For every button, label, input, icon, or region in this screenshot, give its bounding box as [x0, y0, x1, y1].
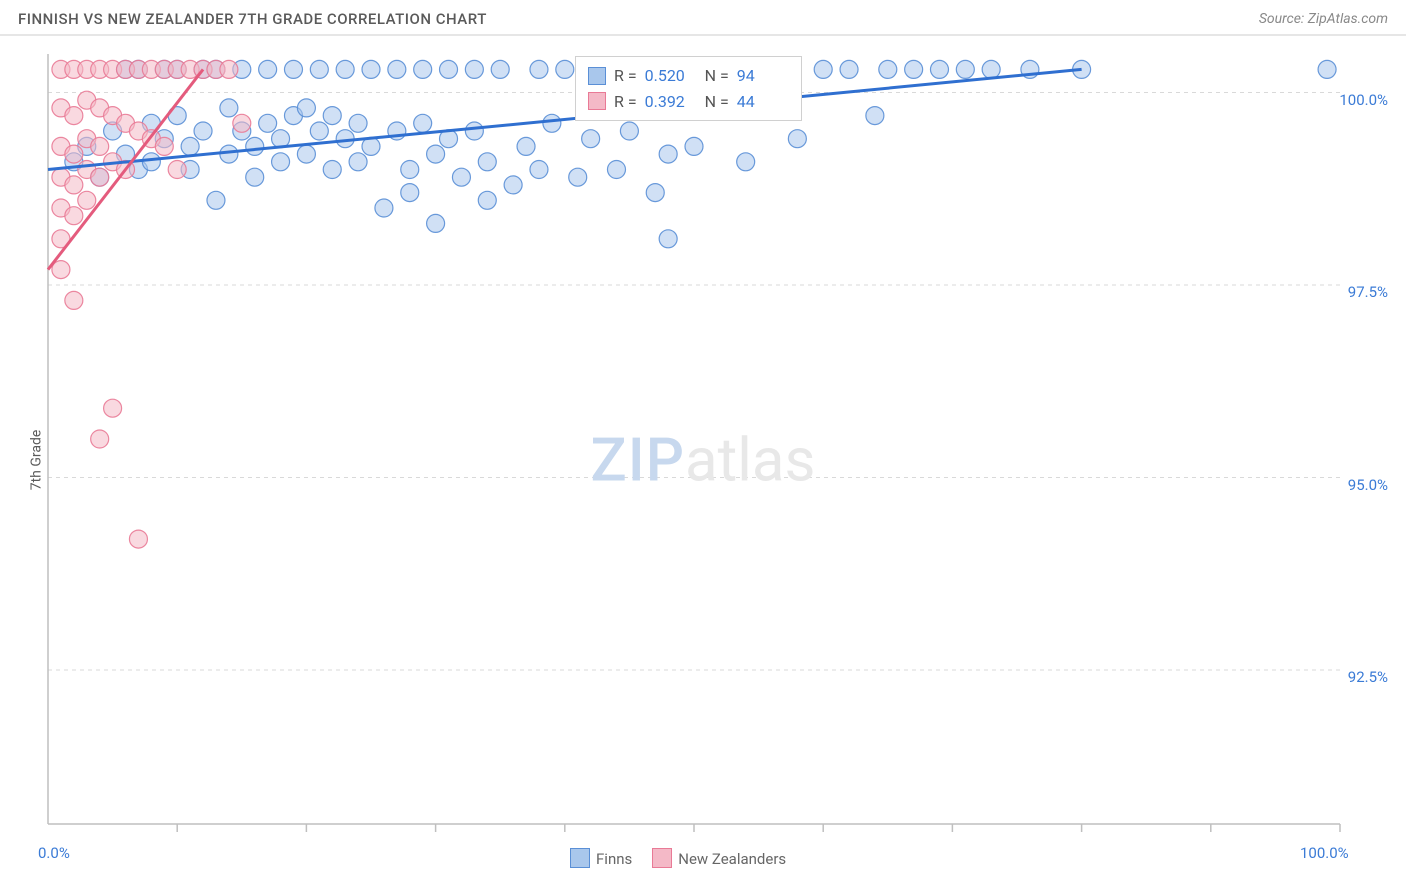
y-tick-label: 92.5%	[1348, 668, 1388, 686]
stats-box: R =0.520 N =94 R =0.392 N =44	[575, 56, 802, 121]
legend-item: New Zealanders	[652, 848, 786, 868]
chart-title: FINNISH VS NEW ZEALANDER 7TH GRADE CORRE…	[18, 10, 487, 28]
legend-swatch	[588, 67, 606, 85]
y-tick-label: 97.5%	[1348, 283, 1388, 301]
legend-item: Finns	[570, 848, 632, 868]
y-axis-label: 7th Grade	[28, 430, 44, 491]
scatter-chart	[0, 36, 1406, 884]
legend: Finns New Zealanders	[570, 848, 786, 868]
y-tick-label: 100.0%	[1339, 91, 1388, 109]
y-tick-label: 95.0%	[1348, 476, 1388, 494]
legend-swatch	[588, 92, 606, 110]
legend-swatch	[570, 848, 590, 868]
chart-header: FINNISH VS NEW ZEALANDER 7TH GRADE CORRE…	[0, 0, 1406, 36]
legend-swatch	[652, 848, 672, 868]
chart-area: 7th Grade ZIPatlas 92.5%95.0%97.5%100.0%…	[0, 36, 1406, 884]
x-axis-max-label: 100.0%	[1300, 844, 1349, 862]
x-axis-min-label: 0.0%	[38, 844, 70, 862]
chart-source: Source: ZipAtlas.com	[1259, 11, 1388, 27]
